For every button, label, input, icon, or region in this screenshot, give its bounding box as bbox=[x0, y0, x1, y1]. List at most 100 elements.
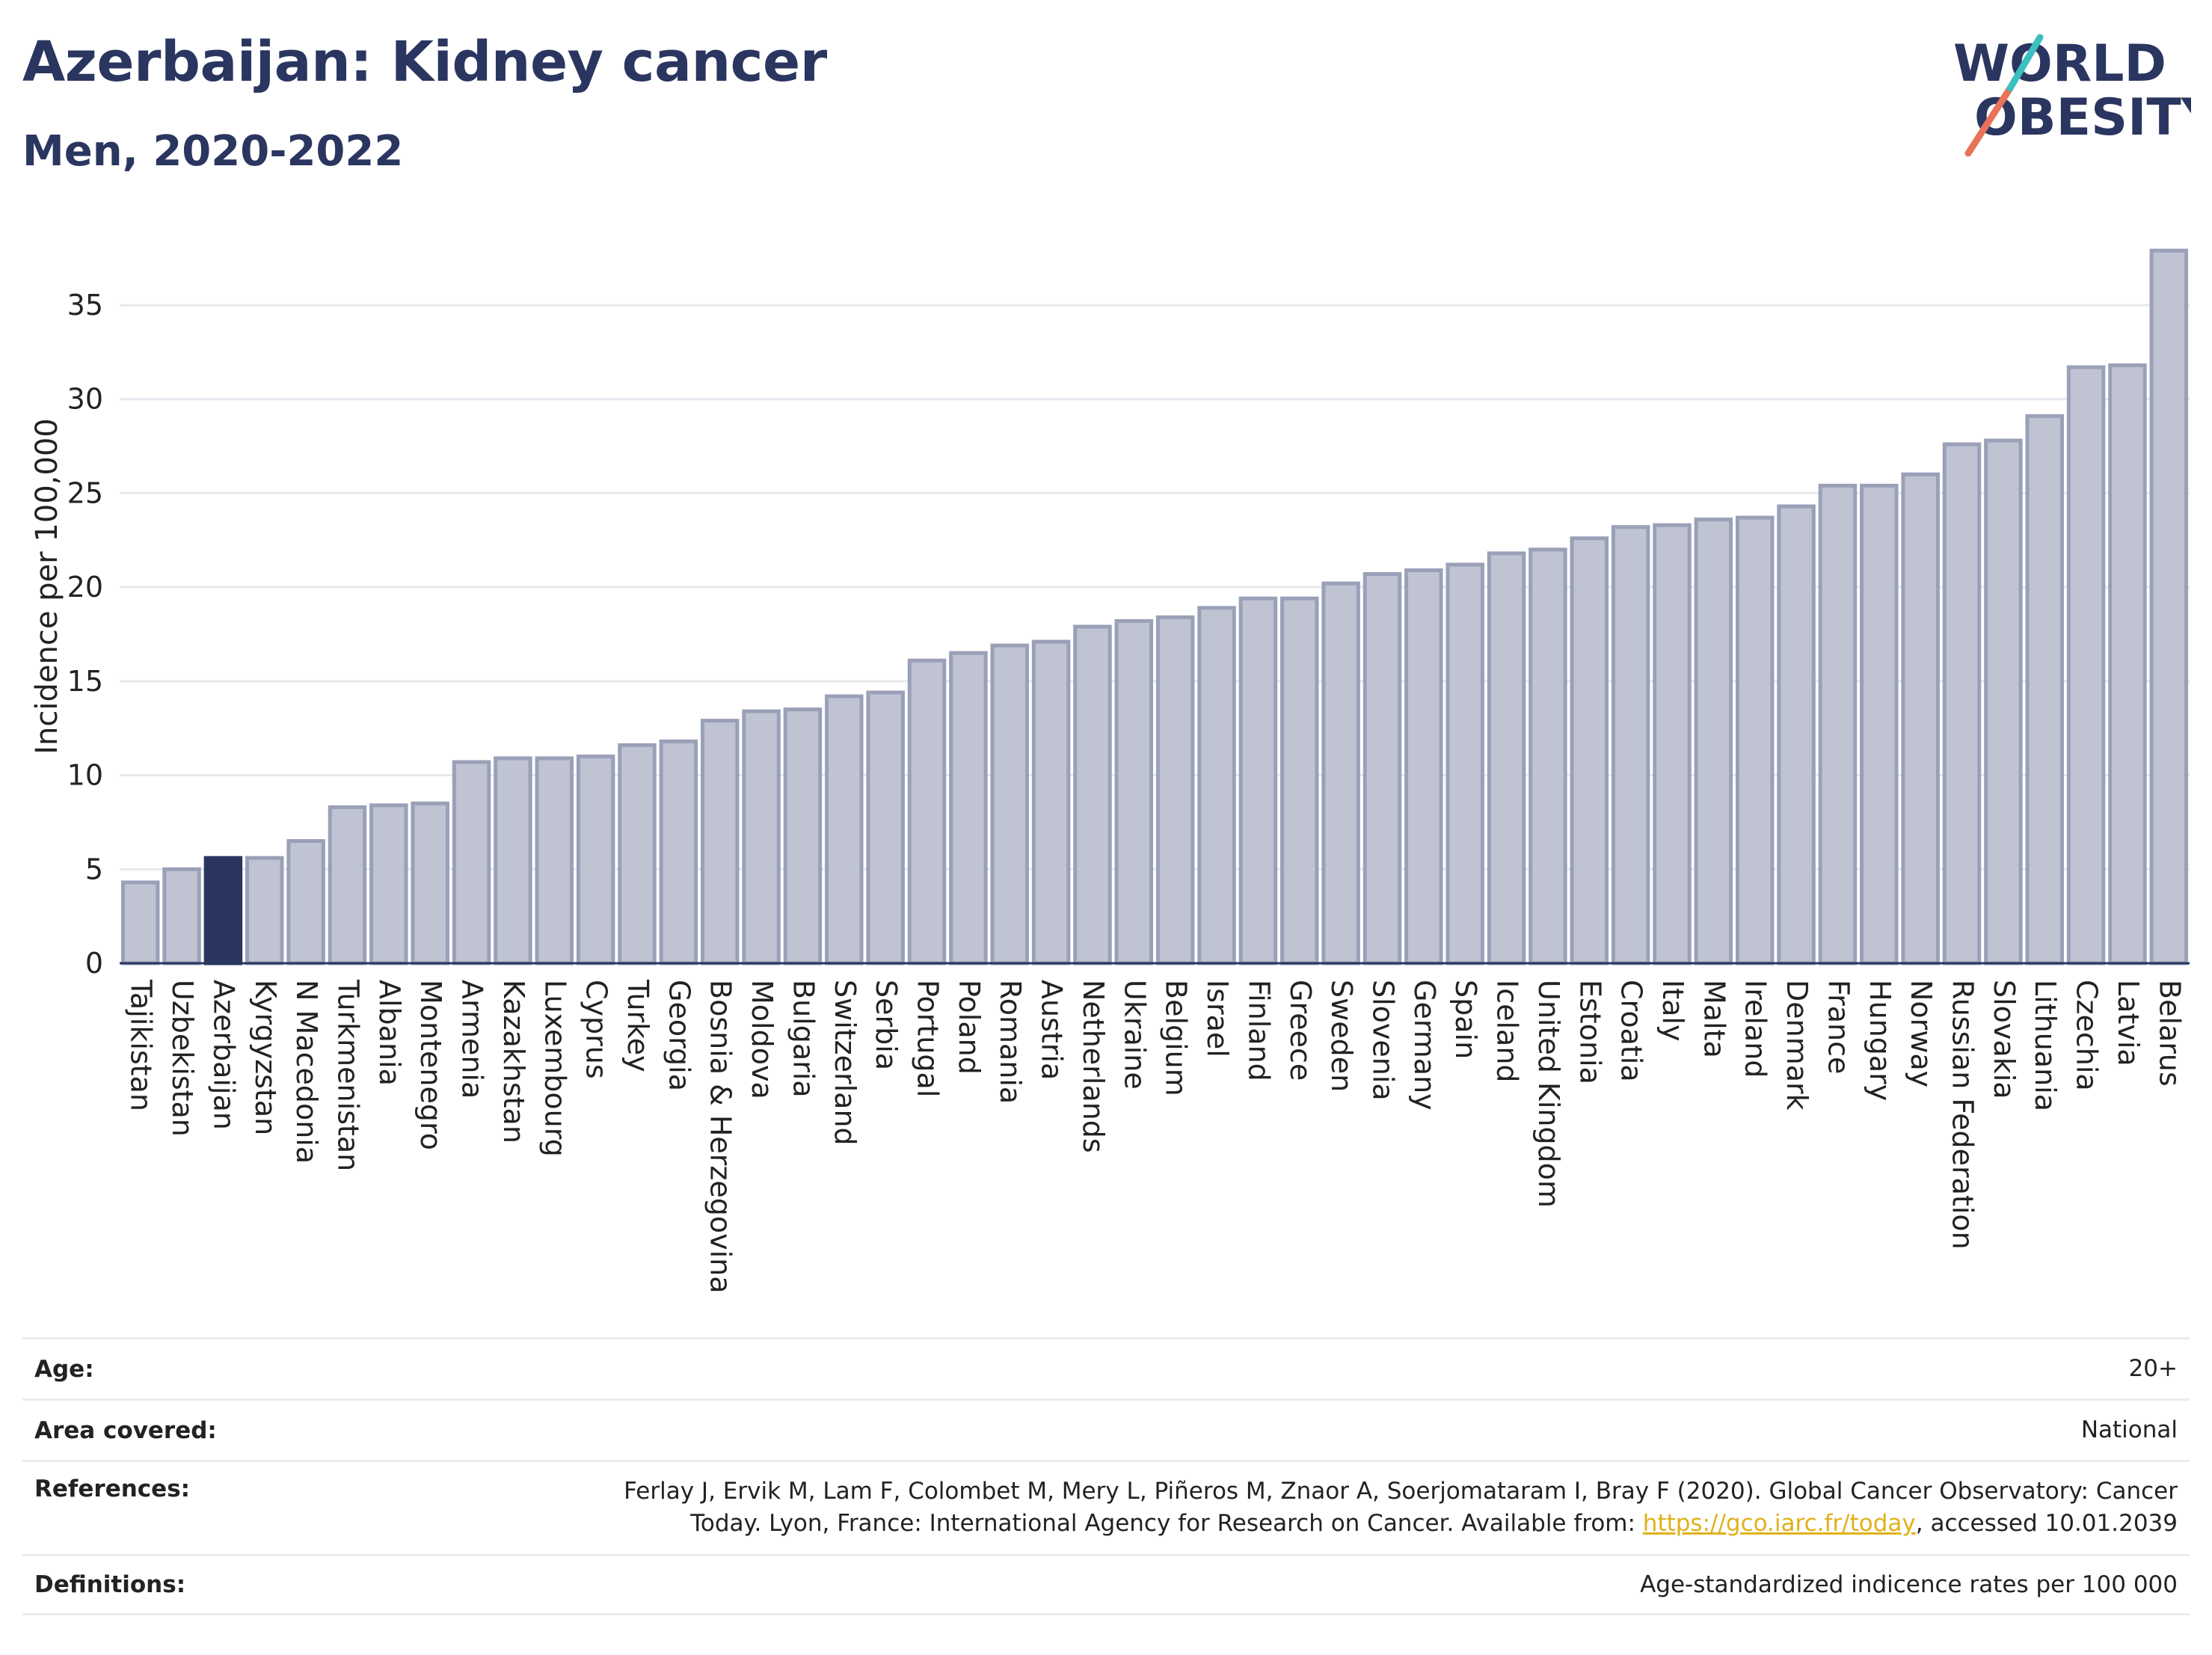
x-axis-ticks: Tajikistan Uzbekistan Azerbaijan Kyrgyzstan… bbox=[125, 979, 2187, 1294]
y-axis-ticks: 0 5 10 15 20 25 30 35 bbox=[67, 289, 103, 980]
x-tick-label: Ireland bbox=[1739, 980, 1772, 1078]
bar-ireland bbox=[1735, 515, 1775, 965]
bar-kazakhstan bbox=[494, 756, 532, 965]
y-axis-title: Incidence per 100,000 bbox=[30, 418, 64, 755]
definitions-value: Age-standardized indicence rates per 100… bbox=[1640, 1570, 2178, 1598]
bar-estonia bbox=[1570, 536, 1609, 965]
bar-montenegro bbox=[411, 801, 449, 965]
y-tick-label: 30 bbox=[67, 383, 103, 416]
bar-finland bbox=[1238, 596, 1278, 965]
bar-switzerland bbox=[825, 694, 864, 965]
bar-armenia bbox=[452, 760, 491, 965]
x-tick-label: Malta bbox=[1698, 980, 1730, 1058]
x-tick-label: Armenia bbox=[456, 980, 489, 1099]
x-tick-label: Sweden bbox=[1325, 980, 1358, 1092]
bar-netherlands bbox=[1073, 624, 1112, 965]
bar-denmark bbox=[1777, 504, 1816, 965]
area-label: Area covered: bbox=[34, 1416, 217, 1444]
bar-malta bbox=[1694, 518, 1733, 965]
x-tick-label: Montenegro bbox=[414, 980, 447, 1150]
x-tick-label: N Macedonia bbox=[290, 980, 323, 1164]
x-tick-label: Switzerland bbox=[829, 980, 861, 1146]
x-tick-label: Latvia bbox=[2112, 980, 2145, 1066]
bar-italy bbox=[1653, 523, 1692, 965]
x-tick-label: Albania bbox=[373, 980, 406, 1086]
bar-georgia bbox=[659, 739, 698, 965]
x-tick-label: Tajikistan bbox=[125, 979, 158, 1111]
bar-n-macedonia bbox=[286, 839, 325, 965]
y-tick-label: 5 bbox=[85, 853, 103, 885]
info-row-age: Age: 20+ bbox=[22, 1337, 2190, 1398]
bar-poland bbox=[949, 651, 988, 965]
x-tick-label: Turkmenistan bbox=[331, 979, 364, 1171]
bar-albania bbox=[369, 803, 408, 965]
bar-russian-federation bbox=[1942, 442, 1982, 965]
x-tick-label: Ukraine bbox=[1118, 980, 1151, 1090]
references-value: Ferlay J, Ervik M, Lam F, Colombet M, Me… bbox=[624, 1476, 2178, 1554]
x-tick-label: United Kingdom bbox=[1532, 980, 1565, 1208]
x-tick-label: Portugal bbox=[912, 980, 944, 1097]
y-tick-label: 35 bbox=[67, 289, 103, 322]
bar-iceland bbox=[1487, 551, 1526, 965]
bar-slovakia bbox=[1984, 438, 2023, 965]
age-value: 20+ bbox=[2128, 1355, 2178, 1382]
bar-belarus bbox=[2149, 248, 2189, 965]
bar-uzbekistan bbox=[162, 867, 201, 965]
bar-belgium bbox=[1155, 615, 1195, 965]
x-tick-label: Georgia bbox=[663, 980, 695, 1091]
bar-sweden bbox=[1321, 581, 1360, 965]
bar-chart: 0 5 10 15 20 25 30 35 Tajikistan Uzbekistan Azerb… bbox=[30, 248, 2190, 1294]
x-tick-label: Cyprus bbox=[580, 980, 613, 1079]
x-tick-label: Turkey bbox=[621, 979, 654, 1072]
x-tick-label: Romania bbox=[994, 980, 1027, 1104]
bar-austria bbox=[1031, 639, 1071, 965]
bar-luxembourg bbox=[535, 756, 574, 965]
definitions-label: Definitions: bbox=[34, 1571, 186, 1598]
bar-israel bbox=[1197, 606, 1236, 965]
age-label: Age: bbox=[34, 1355, 94, 1383]
info-row-area: Area covered: National bbox=[22, 1398, 2190, 1460]
bar-romania bbox=[990, 643, 1029, 965]
x-tick-label: Moldova bbox=[746, 980, 778, 1099]
bar-turkmenistan bbox=[328, 805, 367, 965]
bar-azerbaijan bbox=[203, 856, 243, 965]
bar-lithuania bbox=[2025, 414, 2064, 965]
x-tick-label: Belarus bbox=[2153, 980, 2186, 1087]
x-tick-label: Slovenia bbox=[1366, 980, 1399, 1101]
bar-moldova bbox=[742, 709, 781, 965]
x-tick-label: Austria bbox=[1036, 980, 1069, 1080]
y-tick-label: 15 bbox=[67, 665, 103, 698]
x-tick-label: Iceland bbox=[1491, 980, 1524, 1083]
bar-ukraine bbox=[1114, 618, 1154, 965]
bar-bosnia-herzegovina bbox=[700, 719, 740, 965]
bar-serbia bbox=[866, 690, 905, 965]
x-tick-label: Estonia bbox=[1573, 980, 1606, 1084]
x-tick-label: Czechia bbox=[2071, 980, 2104, 1091]
x-tick-label: Netherlands bbox=[1077, 980, 1110, 1153]
x-tick-label: Germany bbox=[1408, 980, 1441, 1111]
bar-czechia bbox=[2066, 365, 2106, 965]
bar-latvia bbox=[2108, 363, 2147, 965]
x-tick-label: Greece bbox=[1284, 980, 1317, 1081]
page-subtitle: Men, 2020-2022 bbox=[22, 127, 404, 176]
x-tick-label: Israel bbox=[1201, 980, 1234, 1057]
references-text-1: Ferlay J, Ervik M, Lam F, Colombet M, Me… bbox=[624, 1478, 2178, 1505]
bars bbox=[120, 248, 2189, 965]
x-tick-label: Norway bbox=[1905, 980, 1938, 1087]
bar-france bbox=[1818, 483, 1858, 965]
x-tick-label: Croatia bbox=[1615, 980, 1648, 1082]
x-tick-label: Bulgaria bbox=[787, 980, 820, 1098]
x-tick-label: Poland bbox=[953, 980, 986, 1075]
y-tick-label: 10 bbox=[67, 759, 103, 792]
x-tick-label: Uzbekistan bbox=[166, 980, 199, 1137]
bar-cyprus bbox=[576, 754, 615, 965]
bar-croatia bbox=[1611, 525, 1650, 965]
references-link[interactable]: https://gco.iarc.fr/today bbox=[1642, 1510, 1916, 1537]
x-tick-label: Kyrgyzstan bbox=[249, 980, 282, 1135]
bar-turkey bbox=[618, 743, 657, 965]
x-tick-label: Russian Federation bbox=[1947, 980, 1979, 1250]
world-obesity-logo: WORLD OBESITY bbox=[1953, 34, 2191, 157]
x-tick-label: Belgium bbox=[1160, 980, 1193, 1096]
x-tick-label: Kazakhstan bbox=[497, 980, 530, 1143]
references-text-3: , accessed 10.01.2039 bbox=[1915, 1510, 2178, 1537]
